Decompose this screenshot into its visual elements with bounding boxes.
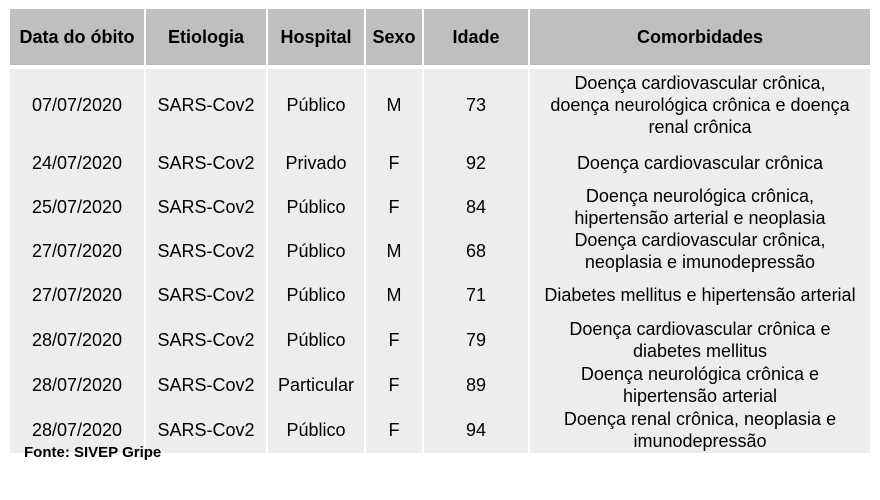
- cell-idade: 73: [424, 65, 530, 141]
- cell-etiologia: SARS-Cov2: [146, 363, 268, 407]
- comorbidade-line: Doença cardiovascular crônica,: [574, 230, 826, 250]
- header-hospital: Hospital: [268, 9, 366, 65]
- header-data-do-obito: Data do óbito: [10, 9, 146, 65]
- cell-sexo: F: [366, 141, 424, 185]
- cell-comorbidades: Doença cardiovascular crônica: [530, 141, 870, 185]
- cell-comorbidades: Doença cardiovascular crônica, neoplasia …: [530, 229, 870, 273]
- table-row: 28/07/2020 SARS-Cov2 Particular F 89 Doença n…: [10, 363, 870, 407]
- comorbidade-line: Doença renal crônica, neoplasia e: [563, 409, 837, 429]
- cell-etiologia: SARS-Cov2: [146, 407, 268, 453]
- cell-idade: 68: [424, 229, 530, 273]
- cell-data-do-obito: 28/07/2020: [10, 363, 146, 407]
- cell-hospital: Público: [268, 229, 366, 273]
- cell-idade: 92: [424, 141, 530, 185]
- header-sexo: Sexo: [366, 9, 424, 65]
- cell-hospital: Público: [268, 407, 366, 453]
- table-row: 28/07/2020 SARS-Cov2 Público F 94 Doença rena…: [10, 407, 870, 453]
- cell-idade: 94: [424, 407, 530, 453]
- source-caption: Fonte: SIVEP Gripe: [24, 444, 162, 461]
- deaths-table: Data do óbito Etiologia Hospital Sexo Id…: [10, 9, 870, 453]
- cell-sexo: F: [366, 407, 424, 453]
- cell-sexo: F: [366, 363, 424, 407]
- cell-sexo: F: [366, 185, 424, 229]
- table-container: Data do óbito Etiologia Hospital Sexo Id…: [10, 9, 870, 453]
- cell-hospital: Particular: [268, 363, 366, 407]
- cell-comorbidades: Doença neurológica crônica e hipertensão …: [530, 363, 870, 407]
- cell-comorbidades: Doença cardiovascular crônica, doença neu…: [530, 65, 870, 141]
- cell-data-do-obito: 27/07/2020: [10, 229, 146, 273]
- cell-etiologia: SARS-Cov2: [146, 141, 268, 185]
- comorbidade-line: Doença cardiovascular crônica: [576, 153, 824, 173]
- header-etiologia: Etiologia: [146, 9, 268, 65]
- cell-hospital: Público: [268, 317, 366, 363]
- comorbidade-line: Diabetes mellitus e hipertensão arterial: [544, 285, 856, 305]
- cell-comorbidades: Doença neurológica crônica, hipertensão a…: [530, 185, 870, 229]
- table-row: 27/07/2020 SARS-Cov2 Público M 68 Doença card…: [10, 229, 870, 273]
- cell-data-do-obito: 27/07/2020: [10, 273, 146, 317]
- table-row: 07/07/2020 SARS-Cov2 Público M 73 Doença card…: [10, 65, 870, 141]
- comorbidade-line: Doença neurológica crônica e: [580, 364, 820, 384]
- table-body: 07/07/2020 SARS-Cov2 Público M 73 Doença card…: [10, 65, 870, 453]
- cell-etiologia: SARS-Cov2: [146, 317, 268, 363]
- header-idade: Idade: [424, 9, 530, 65]
- table-row: 24/07/2020 SARS-Cov2 Privado F 92 Doença card…: [10, 141, 870, 185]
- comorbidade-line: hipertensão arterial e neoplasia: [574, 208, 826, 228]
- cell-etiologia: SARS-Cov2: [146, 273, 268, 317]
- cell-idade: 71: [424, 273, 530, 317]
- cell-idade: 79: [424, 317, 530, 363]
- comorbidade-line: neoplasia e imunodepressão: [584, 252, 816, 272]
- cell-hospital: Público: [268, 185, 366, 229]
- cell-data-do-obito: 28/07/2020: [10, 317, 146, 363]
- cell-comorbidades: Doença cardiovascular crônica e diabetes …: [530, 317, 870, 363]
- cell-hospital: Público: [268, 273, 366, 317]
- cell-comorbidades: Diabetes mellitus e hipertensão arterial: [530, 273, 870, 317]
- comorbidade-line: Doença cardiovascular crônica e: [569, 319, 831, 339]
- comorbidade-line: hipertensão arterial: [622, 386, 778, 406]
- cell-sexo: M: [366, 273, 424, 317]
- comorbidade-line: imunodepressão: [633, 431, 767, 451]
- cell-hospital: Privado: [268, 141, 366, 185]
- cell-sexo: M: [366, 229, 424, 273]
- comorbidade-line: diabetes mellitus: [632, 341, 768, 361]
- cell-idade: 89: [424, 363, 530, 407]
- table-row: 28/07/2020 SARS-Cov2 Público F 79 Doença card…: [10, 317, 870, 363]
- comorbidade-line: Doença cardiovascular crônica,: [574, 73, 826, 93]
- comorbidade-line: doença neurológica crônica e doença: [550, 95, 850, 115]
- cell-data-do-obito: 28/07/2020: [10, 407, 146, 453]
- table-header-row: Data do óbito Etiologia Hospital Sexo Id…: [10, 9, 870, 65]
- cell-data-do-obito: 07/07/2020: [10, 65, 146, 141]
- cell-comorbidades: Doença renal crônica, neoplasia e imunode…: [530, 407, 870, 453]
- table-row: 25/07/2020 SARS-Cov2 Público F 84 Doença neur…: [10, 185, 870, 229]
- cell-etiologia: SARS-Cov2: [146, 185, 268, 229]
- cell-data-do-obito: 24/07/2020: [10, 141, 146, 185]
- comorbidade-line: renal crônica: [648, 117, 752, 137]
- cell-etiologia: SARS-Cov2: [146, 229, 268, 273]
- cell-data-do-obito: 25/07/2020: [10, 185, 146, 229]
- cell-hospital: Público: [268, 65, 366, 141]
- table-row: 27/07/2020 SARS-Cov2 Público M 71 Diabetes me…: [10, 273, 870, 317]
- cell-sexo: M: [366, 65, 424, 141]
- cell-idade: 84: [424, 185, 530, 229]
- cell-etiologia: SARS-Cov2: [146, 65, 268, 141]
- comorbidade-line: Doença neurológica crônica,: [585, 186, 815, 206]
- cell-sexo: F: [366, 317, 424, 363]
- header-comorbidades: Comorbidades: [530, 9, 870, 65]
